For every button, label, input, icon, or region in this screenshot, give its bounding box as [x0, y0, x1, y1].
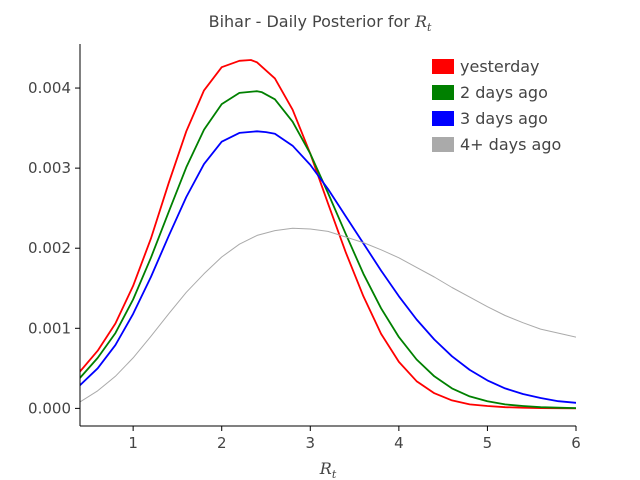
x-ticks: 1 2 3 4 5 6 — [128, 426, 581, 452]
y-tick-label: 0.000 — [28, 399, 71, 417]
chart-title-subscript: t — [427, 21, 432, 34]
y-tick-label: 0.003 — [28, 159, 71, 177]
series-line-1 — [80, 90, 576, 409]
series-line-2 — [80, 130, 576, 404]
legend-label-3: 4+ days ago — [460, 135, 561, 154]
chart-title-prefix: Bihar - Daily Posterior for — [209, 12, 415, 31]
legend-swatch-2 — [432, 111, 454, 126]
y-tick-label: 0.001 — [28, 319, 71, 337]
series-line-3 — [80, 227, 576, 403]
x-tick-label: 2 — [217, 434, 227, 452]
chart-title-symbol: R — [414, 12, 427, 31]
legend-swatch-3 — [432, 137, 454, 152]
x-axis-label-symbol: R — [319, 459, 332, 478]
chart-title: Bihar - Daily Posterior for Rt — [209, 12, 432, 34]
series-line-0 — [80, 59, 576, 410]
x-axis-label: Rt — [319, 459, 337, 480]
y-tick-label: 0.004 — [28, 79, 71, 97]
x-tick-label: 3 — [306, 434, 316, 452]
legend-swatch-1 — [432, 85, 454, 100]
legend-label-0: yesterday — [460, 57, 540, 76]
series-group — [80, 59, 576, 410]
x-tick-label: 4 — [394, 434, 404, 452]
x-axis-label-subscript: t — [332, 468, 337, 480]
legend-label-2: 3 days ago — [460, 109, 548, 128]
x-tick-label: 1 — [128, 434, 138, 452]
legend: yesterday 2 days ago 3 days ago 4+ days ago — [432, 57, 561, 154]
legend-swatch-0 — [432, 59, 454, 74]
y-ticks: 0.000 0.001 0.002 0.003 0.004 — [28, 79, 80, 417]
legend-label-1: 2 days ago — [460, 83, 548, 102]
x-tick-label: 6 — [571, 434, 581, 452]
x-tick-label: 5 — [483, 434, 493, 452]
y-tick-label: 0.002 — [28, 239, 71, 257]
